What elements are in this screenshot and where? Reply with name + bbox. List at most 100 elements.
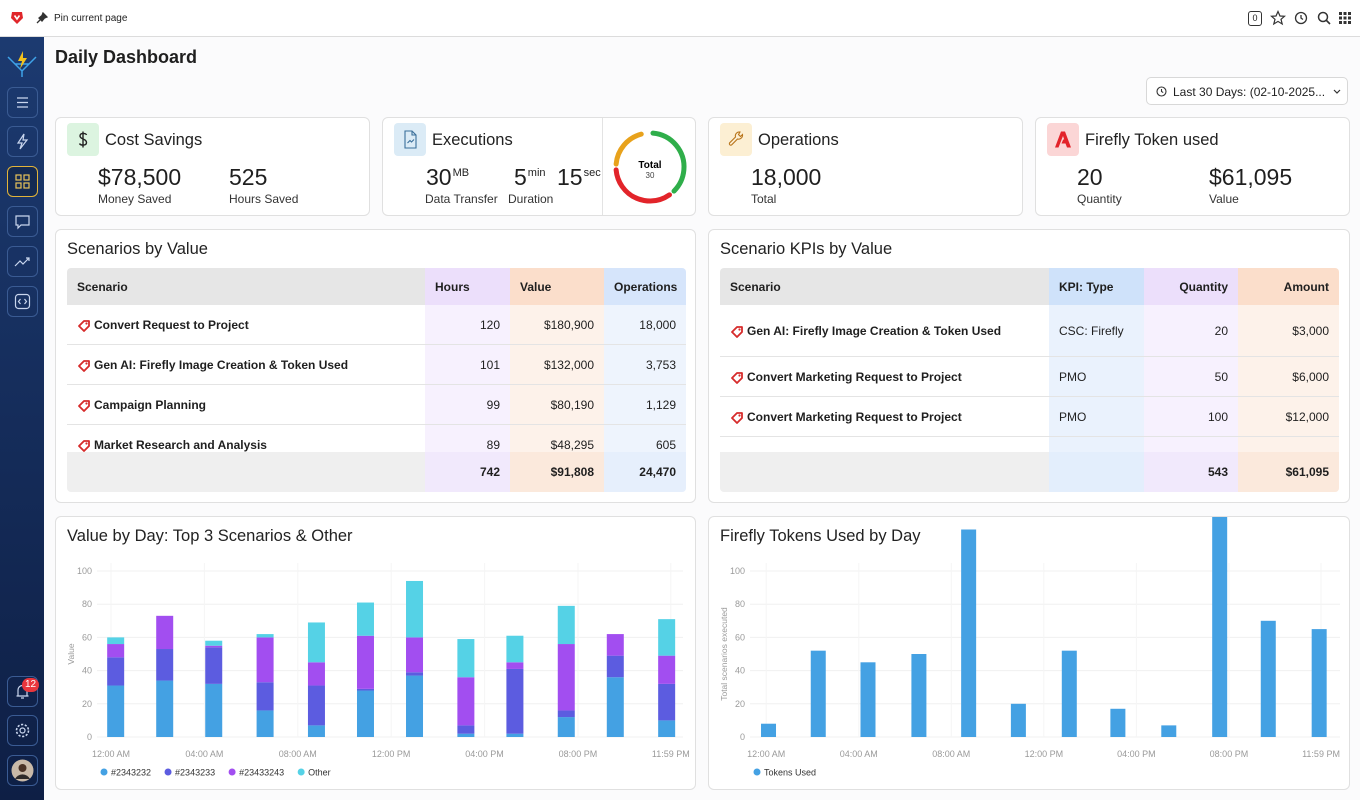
cell-value: 89 (486, 438, 500, 452)
icon-dot (738, 328, 741, 331)
cell-value: CSC: Firefly (1059, 324, 1124, 338)
analytics-button[interactable] (7, 246, 38, 277)
table-cell: 18,000 (604, 305, 686, 345)
gear-icon (15, 723, 30, 738)
column-header: Scenario (67, 268, 425, 305)
column-header: Scenario (720, 268, 1049, 305)
scenario-name: Convert Marketing Request to Project (747, 370, 962, 384)
cell-value: 120 (479, 318, 500, 332)
scenario-icon (731, 412, 743, 424)
notification-badge: 12 (22, 678, 40, 692)
dashboard-button[interactable] (7, 166, 38, 197)
date-range-picker[interactable]: Last 30 Days: (02-10-2025... (1146, 77, 1348, 105)
table-cell: 20 (1144, 305, 1238, 357)
table-cell: PMO (1049, 397, 1144, 437)
metric-value: 18,000 (751, 164, 822, 190)
scenario-name: Convert Request to Project (94, 318, 249, 332)
adobe-path (1055, 131, 1071, 148)
table-row: Convert Marketing Request to Project PMO 1… (720, 397, 1339, 437)
scenario-icon (78, 440, 90, 452)
wrench-path (728, 131, 744, 146)
trend-shape (14, 257, 30, 267)
settings-button[interactable] (7, 715, 38, 746)
icon-shape (78, 360, 90, 372)
scenarios-table: Scenario Hours Value Operations Convert Requ… (67, 268, 686, 492)
metric-value: 30MB (426, 164, 469, 191)
total-cell: $91,808 (510, 452, 604, 492)
value-text: 30 (426, 164, 452, 190)
code-button[interactable] (7, 286, 38, 317)
metric-label: Data Transfer (425, 192, 498, 206)
value-chart-card: Value by Day: Top 3 Scenarios & Other (55, 516, 696, 790)
table-row: Market Research and Analysis 89 $48,295 605 (67, 425, 686, 452)
table-cell: Market Research and Analysis (67, 425, 425, 452)
column-header: Hours (425, 268, 510, 305)
browser-logo (11, 12, 23, 24)
cell-value: PMO (1059, 410, 1087, 424)
metric-label: Money Saved (98, 192, 172, 206)
scenarios-table-card: Scenarios by Value Scenario Hours Value Ope… (55, 229, 696, 503)
table-cell: 605 (604, 425, 686, 452)
cell-value: 99 (486, 398, 500, 412)
bolt-icon (16, 133, 29, 150)
menu-lines (17, 97, 28, 108)
table-row: Convert Marketing Request to Project PMO 5… (720, 357, 1339, 397)
card-title: Executions (432, 131, 513, 149)
table-row: Convert Request to Project 120 $180,900 18,… (67, 305, 686, 345)
table-cell: $80,190 (510, 385, 604, 425)
search-icon[interactable] (1316, 10, 1332, 26)
gear-teeth (15, 723, 30, 738)
icon-shape (78, 400, 90, 412)
doc-icon (394, 123, 426, 156)
profile-button[interactable] (7, 755, 38, 786)
card-title: Firefly Token used (1085, 131, 1219, 149)
scenario-name: Market Research and Analysis (94, 438, 267, 452)
metric-value: $78,500 (98, 164, 182, 190)
scenario-name: Convert Marketing Request to Project (747, 410, 962, 424)
pin-shape (36, 12, 48, 24)
messages-button[interactable] (7, 206, 38, 237)
menu-button[interactable] (7, 87, 38, 118)
metric-label: Duration (508, 192, 554, 206)
unit-text: min (527, 167, 546, 179)
history-hands (1300, 15, 1304, 21)
column-header: Amount (1238, 268, 1339, 305)
icon-shape (78, 320, 90, 332)
cell-value: 605 (655, 438, 676, 452)
cell-value: $132,000 (543, 358, 594, 372)
cell-value: 50 (1214, 370, 1228, 384)
table-cell: 120 (425, 305, 510, 345)
table-cell: Gen AI: Firefly Image Creation & Token U… (67, 345, 425, 385)
grid-icon (15, 174, 30, 189)
table-cell: $3,000 (1238, 305, 1339, 357)
pin-label[interactable]: Pin current page (54, 13, 128, 24)
table-cell: 100 (1144, 397, 1238, 437)
automation-button[interactable] (7, 126, 38, 157)
scenario-name: Campaign Planning (94, 398, 207, 412)
icon-dot (738, 374, 741, 377)
tab-count[interactable]: 0 (1248, 11, 1262, 26)
cell-value: 100 (1207, 410, 1228, 424)
table-row: Campaign Planning 99 $80,190 1,129 (67, 385, 686, 425)
avatar-body (15, 774, 30, 779)
scenario-icon (731, 326, 743, 338)
history-icon[interactable] (1293, 10, 1309, 26)
donut-arc (613, 130, 687, 204)
metric-value: 525 (229, 164, 268, 190)
message-icon (15, 215, 30, 230)
browser-bar: Pin current page 0 (0, 0, 1360, 37)
page-title: Daily Dashboard (55, 47, 198, 67)
total-cell (1049, 452, 1144, 492)
app-logo[interactable] (6, 49, 38, 79)
scenario-icon (78, 360, 90, 372)
logo-mark (13, 15, 21, 21)
chart-title: Value by Day: Top 3 Scenarios & Other (67, 527, 353, 545)
gear-hub (19, 727, 26, 734)
bolt-shape (16, 133, 29, 150)
table-cell: Campaign Planning (67, 385, 425, 425)
pin-icon[interactable] (36, 12, 48, 24)
star-icon[interactable] (1270, 10, 1286, 26)
apps-icon[interactable] (1338, 11, 1352, 25)
dollar-glyph (78, 131, 88, 148)
